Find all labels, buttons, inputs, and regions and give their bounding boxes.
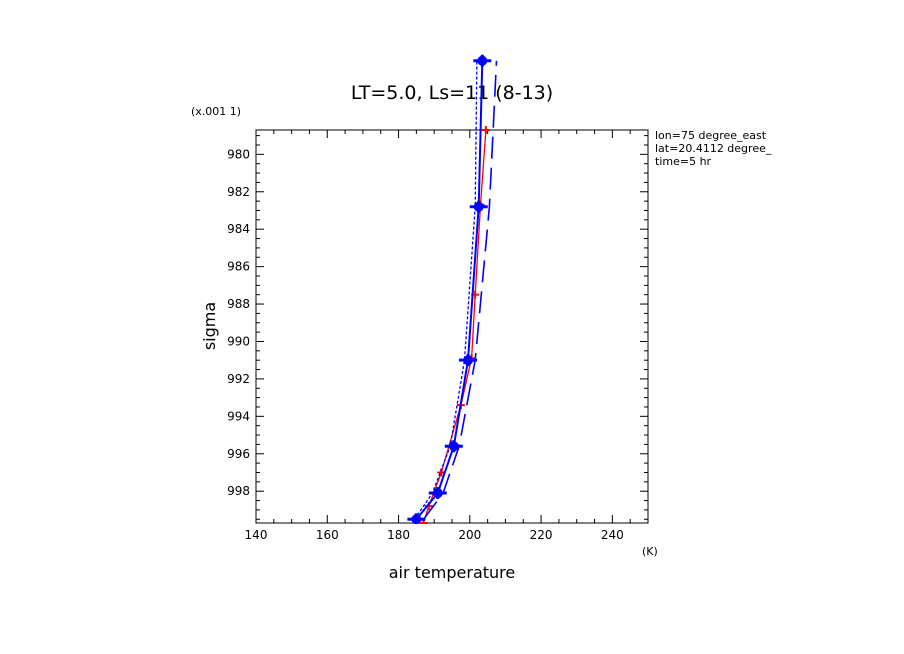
annotations: lon=75 degree_east lat=20.4112 degree_ t… xyxy=(655,129,772,168)
annotation-lat: lat=20.4112 degree_ xyxy=(655,142,772,155)
x-tick-label: 140 xyxy=(245,528,268,542)
series-line-2 xyxy=(415,60,484,520)
x-unit-label: (K) xyxy=(642,545,658,558)
annotation-lon: lon=75 degree_east xyxy=(655,129,767,142)
y-tick-label: 984 xyxy=(227,222,250,236)
y-tick-label: 990 xyxy=(227,334,250,348)
x-tick-label: 180 xyxy=(387,528,410,542)
series-line-3 xyxy=(422,60,498,520)
y-tick-label: 992 xyxy=(227,372,250,386)
data-point-cross xyxy=(407,513,426,524)
series-line-4 xyxy=(414,60,478,520)
x-axis-ticks: 140 160 180 200 220 240 xyxy=(245,130,649,542)
data-point-plus xyxy=(481,126,490,134)
y-unit-label: (x.001 1) xyxy=(191,105,241,118)
series-layer xyxy=(407,54,498,524)
x-tick-label: 160 xyxy=(316,528,339,542)
y-tick-label: 988 xyxy=(227,297,250,311)
y-axis-title: sigma xyxy=(200,302,219,350)
x-tick-label: 220 xyxy=(530,528,553,542)
x-axis-title: air temperature xyxy=(389,563,515,582)
series-line-1 xyxy=(422,129,487,524)
chart-title: LT=5.0, Ls=11 (8-13) xyxy=(351,82,553,104)
y-tick-label: 980 xyxy=(227,147,250,161)
y-tick-label: 998 xyxy=(227,484,250,498)
y-tick-label: 996 xyxy=(227,447,250,461)
data-point-cross xyxy=(459,354,478,367)
x-tick-label: 200 xyxy=(458,528,481,542)
x-tick-label: 240 xyxy=(601,528,624,542)
data-point-cross xyxy=(473,54,492,67)
y-tick-label: 986 xyxy=(227,260,250,274)
data-point-cross xyxy=(469,200,488,213)
annotation-time: time=5 hr xyxy=(655,155,712,168)
y-axis-ticks: 980 982 984 986 988 990 992 994 996 998 xyxy=(227,135,648,520)
y-tick-label: 982 xyxy=(227,185,250,199)
y-tick-label: 994 xyxy=(227,409,250,423)
plot-frame xyxy=(255,129,649,524)
